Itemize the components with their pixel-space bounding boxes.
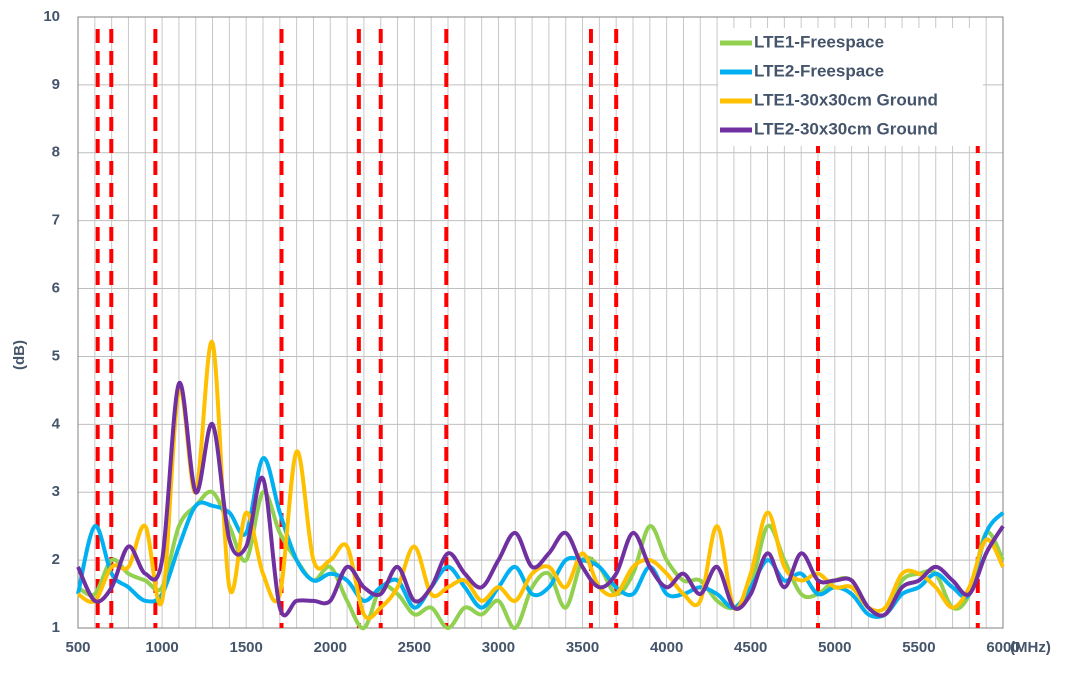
plot-frame [77, 16, 1004, 629]
x-tick-label: 4500 [734, 639, 767, 656]
x-tick-label: 4000 [650, 639, 683, 656]
x-tick-label: 5500 [902, 639, 935, 656]
x-tick-label: 6000 [986, 639, 1019, 656]
y-tick-label: 9 [52, 76, 60, 93]
y-tick-label: 7 [52, 212, 60, 229]
y-tick-label: 1 [52, 619, 60, 636]
x-tick-label: 500 [65, 639, 90, 656]
y-tick-label: 10 [43, 8, 60, 25]
y-tick-label: 8 [52, 144, 60, 161]
series-line [76, 340, 1005, 621]
y-axis-label: (dB) [11, 340, 28, 370]
legend-label: LTE2-30x30cm Ground [754, 119, 938, 138]
series-line [76, 456, 1005, 619]
legend-box [718, 28, 983, 146]
x-tick-label: 5000 [818, 639, 851, 656]
y-tick-label: 2 [52, 551, 60, 568]
x-tick-label: 1500 [229, 639, 262, 656]
legend-label: LTE1-Freespace [754, 32, 884, 51]
x-tick-label: 2500 [398, 639, 431, 656]
legend-label: LTE2-Freespace [754, 61, 884, 80]
x-axis-label: (MHz) [1010, 639, 1051, 656]
x-tick-label: 1000 [145, 639, 178, 656]
x-tick-label: 3000 [482, 639, 515, 656]
legend-label: LTE1-30x30cm Ground [754, 90, 938, 109]
series-line [76, 381, 1005, 618]
y-tick-label: 6 [52, 280, 60, 297]
y-tick-label: 3 [52, 483, 60, 500]
y-tick-label: 5 [52, 347, 60, 364]
x-tick-label: 3500 [566, 639, 599, 656]
x-tick-label: 2000 [314, 639, 347, 656]
y-tick-label: 4 [52, 415, 61, 432]
